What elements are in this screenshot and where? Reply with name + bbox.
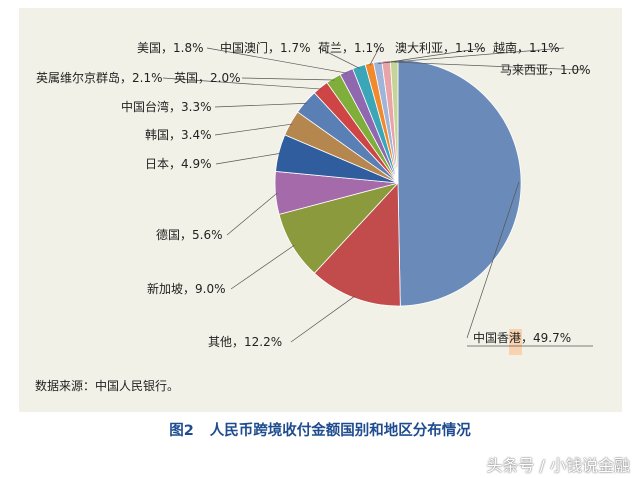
pie-slice-14 [389,59,399,184]
chart-panel: 中国香港，49.7% 其他，12.2% 新加坡，9.0% 德国，5.6% 日本，4.9%… [19,8,622,412]
source-note: 数据来源：中国人民银行。 [35,379,180,393]
leader-line-0 [466,181,520,339]
leader-line-3 [226,192,278,236]
slice-label-0: 中国香港，49.7% [473,330,571,345]
leader-line-1 [290,295,356,343]
slice-label-11: 荷兰，1.1% [318,41,385,55]
leader-line-12 [377,47,485,65]
slice-label-7: 英属维尔京群岛，2.1% [36,70,163,85]
slice-label-1: 其他，12.2% [208,335,282,349]
figure-caption: 图2 人民币跨境收付金额国别和地区分布情况 [0,419,640,440]
pie-chart: 中国香港，49.7% 其他，12.2% 新加坡，9.0% 德国，5.6% 日本，4.9%… [36,40,593,355]
leader-line-13 [386,47,565,63]
slice-label-8: 英国，2.0% [174,71,241,85]
leader-line-9 [206,47,348,74]
pie-slice-0 [397,59,522,307]
watermark: 头条号 / 小钱说金融 [486,456,630,475]
slice-label-6: 中国台湾，3.3% [121,99,212,114]
slice-label-4: 日本，4.9% [145,157,212,171]
figure-title: 人民币跨境收付金额国别和地区分布情况 [209,423,471,439]
label-highlight [509,329,522,355]
slice-label-14: 马来西亚，1.0% [500,63,591,77]
leader-line-5 [214,123,293,136]
leader-line-6 [214,102,308,108]
leader-line-4 [215,152,281,165]
leader-line-10 [318,47,360,69]
leader-line-11 [369,47,380,66]
slice-label-5: 韩国，3.4% [145,127,212,142]
leader-line-7 [162,77,322,90]
pie-slice-1 [313,182,401,307]
slice-label-3: 德国，5.6% [156,227,223,242]
slice-label-13: 越南，1.1% [493,40,560,55]
leader-line-2 [230,244,295,290]
slice-label-12: 澳大利亚，1.1% [395,41,486,55]
slice-label-2: 新加坡，9.0% [147,281,226,296]
leader-line-8 [241,77,335,81]
slice-label-9: 美国，1.8% [137,41,204,55]
leader-line-14 [394,61,586,71]
figure-number: 图2 [169,423,194,439]
slice-label-10: 中国澳门，1.7% [220,40,311,55]
